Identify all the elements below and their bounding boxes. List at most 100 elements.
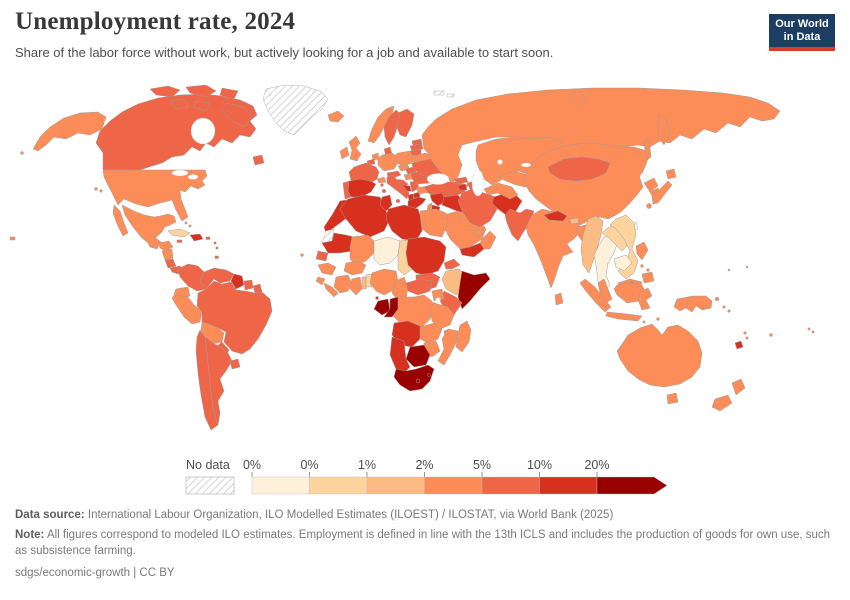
country-eswatini[interactable]	[427, 373, 431, 377]
legend-bin-0[interactable]	[251, 476, 310, 495]
legend-no-data-swatch[interactable]	[185, 476, 235, 495]
country-cuba[interactable]	[167, 228, 191, 238]
country-uganda[interactable]	[431, 288, 445, 302]
country-venezuela[interactable]	[199, 267, 235, 290]
country-pakistan[interactable]	[504, 208, 535, 242]
country-germany[interactable]	[377, 152, 399, 172]
country-jamaica[interactable]	[176, 239, 183, 243]
country-guinea[interactable]	[317, 262, 337, 276]
country-russia-kamchatka[interactable]	[657, 114, 671, 146]
country-nigeria[interactable]	[369, 268, 399, 296]
country-japan-kyushu[interactable]	[646, 203, 652, 209]
legend-bin-1[interactable]	[309, 476, 368, 495]
country-senegal[interactable]	[315, 250, 329, 262]
country-cote-divoire[interactable]	[333, 274, 353, 294]
country-netherlands[interactable]	[371, 152, 380, 161]
country-micronesia[interactable]	[727, 268, 731, 272]
country-indonesia-bali[interactable]	[642, 320, 646, 324]
country-russia-novaya-zemlya[interactable]	[571, 90, 587, 108]
country-new-zealand-south[interactable]	[711, 394, 733, 412]
country-guatemala[interactable]	[147, 237, 162, 250]
country-usa-alaska[interactable]	[32, 111, 107, 152]
country-canada-island[interactable]	[185, 84, 217, 98]
legend-bin-2[interactable]	[366, 476, 425, 495]
country-togo[interactable]	[361, 276, 367, 290]
country-usa-aleutians[interactable]	[20, 151, 24, 155]
country-puerto-rico[interactable]	[205, 236, 211, 240]
country-tunisia[interactable]	[379, 194, 393, 212]
country-liberia[interactable]	[323, 282, 339, 298]
country-philippines-visayas[interactable]	[640, 264, 644, 268]
country-russia[interactable]	[421, 87, 781, 184]
country-suriname[interactable]	[243, 279, 254, 291]
country-japan-hokkaido[interactable]	[665, 168, 677, 180]
country-ghana[interactable]	[349, 276, 363, 296]
country-sri-lanka[interactable]	[554, 292, 564, 306]
country-niger[interactable]	[373, 236, 401, 266]
country-libya[interactable]	[385, 204, 423, 242]
country-somalia[interactable]	[457, 270, 491, 310]
country-australia[interactable]	[616, 323, 703, 388]
country-vanuatu[interactable]	[743, 331, 747, 335]
country-papua-new-guinea[interactable]	[685, 295, 713, 313]
country-congo[interactable]	[383, 296, 399, 318]
country-trinidad[interactable]	[214, 255, 219, 259]
country-philippines-luzon[interactable]	[635, 241, 649, 261]
country-italy-sardinia[interactable]	[381, 188, 387, 194]
country-sudan[interactable]	[405, 236, 447, 276]
country-bhutan[interactable]	[569, 217, 580, 225]
country-solomon-islands[interactable]	[727, 309, 731, 313]
country-philippines-visayas[interactable]	[646, 268, 650, 272]
country-burkina-faso[interactable]	[343, 260, 367, 276]
country-canada-island[interactable]	[149, 85, 181, 98]
country-new-caledonia[interactable]	[734, 340, 744, 350]
country-australia-tasmania[interactable]	[666, 392, 679, 405]
country-usa-hawaii[interactable]	[94, 187, 98, 191]
country-new-zealand-north[interactable]	[731, 378, 746, 396]
country-eritrea[interactable]	[443, 258, 461, 270]
country-canada-newfoundland[interactable]	[252, 154, 265, 166]
country-kuwait[interactable]	[458, 215, 462, 219]
legend-bin-4[interactable]	[481, 476, 540, 495]
legend-bin-3[interactable]	[424, 476, 483, 495]
country-algeria[interactable]	[339, 194, 391, 238]
country-italy-sicily[interactable]	[395, 198, 401, 204]
country-micronesia[interactable]	[745, 265, 749, 269]
country-north-korea[interactable]	[643, 177, 659, 193]
country-switzerland[interactable]	[376, 176, 387, 184]
country-madagascar[interactable]	[455, 320, 472, 353]
country-ireland[interactable]	[339, 146, 350, 160]
country-lesser-antilles[interactable]	[213, 241, 217, 245]
country-canada-island[interactable]	[219, 87, 239, 100]
country-cambodia[interactable]	[613, 254, 633, 272]
country-png-new-britain[interactable]	[714, 296, 720, 302]
country-hispaniola[interactable]	[189, 233, 204, 242]
country-sierra-leone[interactable]	[315, 276, 326, 286]
country-canada-island[interactable]	[169, 98, 189, 110]
country-drc[interactable]	[387, 294, 435, 330]
country-argentina[interactable]	[204, 336, 233, 426]
country-canada[interactable]	[95, 93, 258, 171]
country-french-guiana[interactable]	[252, 283, 263, 294]
country-france-corsica[interactable]	[380, 183, 384, 187]
country-peru[interactable]	[171, 294, 203, 325]
country-usa[interactable]	[102, 169, 208, 222]
country-svalbard[interactable]	[446, 93, 455, 98]
country-tanzania[interactable]	[429, 302, 455, 330]
country-oman[interactable]	[479, 230, 497, 250]
country-guyana[interactable]	[230, 273, 245, 290]
country-solomon-islands[interactable]	[722, 305, 726, 309]
country-mozambique[interactable]	[437, 328, 459, 366]
country-indonesia-sumatra[interactable]	[579, 278, 612, 313]
country-uruguay[interactable]	[229, 358, 241, 370]
country-gabon[interactable]	[373, 298, 391, 316]
country-canada-island[interactable]	[193, 100, 211, 112]
country-costa-rica[interactable]	[164, 258, 177, 269]
country-iceland[interactable]	[327, 110, 345, 123]
country-cape-verde[interactable]	[300, 253, 304, 257]
country-syria[interactable]	[429, 192, 447, 207]
country-finland[interactable]	[395, 108, 415, 138]
country-indonesia-java[interactable]	[605, 311, 643, 322]
country-indonesia-sulawesi[interactable]	[637, 287, 653, 311]
country-mexico[interactable]	[121, 204, 177, 244]
